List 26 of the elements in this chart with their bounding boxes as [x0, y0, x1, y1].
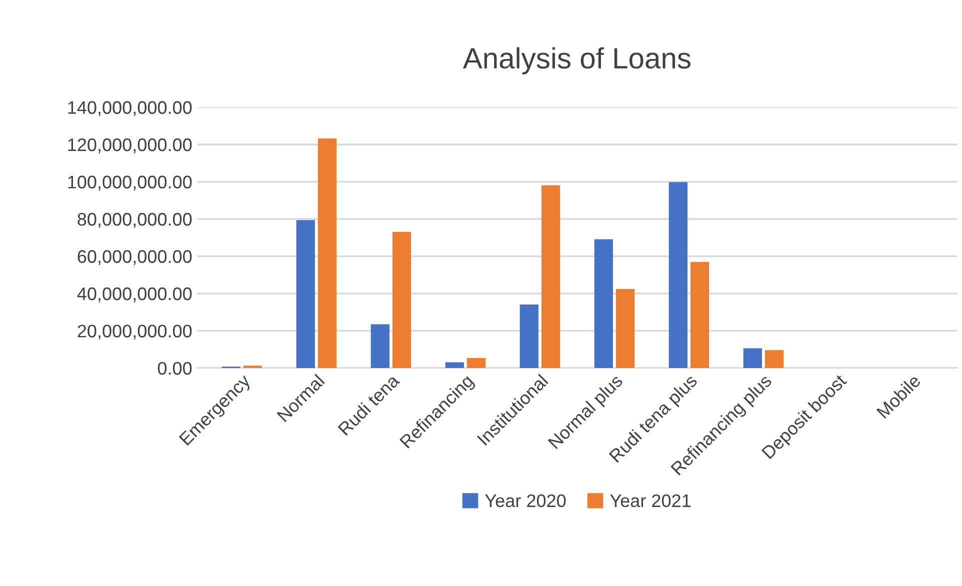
y-tick-label: 120,000,000.00 — [68, 138, 192, 154]
bar — [243, 366, 262, 368]
bar — [318, 138, 337, 368]
bar — [764, 350, 784, 368]
bar — [743, 348, 762, 368]
bar — [296, 220, 315, 368]
y-tick-label: 60,000,000.00 — [78, 250, 192, 266]
legend-label: Year 2021 — [610, 494, 690, 508]
bar — [616, 289, 635, 368]
y-tick-label: 100,000,000.00 — [68, 176, 192, 191]
bar — [392, 232, 412, 368]
bar — [594, 239, 613, 368]
y-tick-label: 80,000,000.00 — [78, 212, 192, 228]
y-tick-label: 20,000,000.00 — [78, 324, 192, 340]
chart-title: Analysis of Loans — [462, 47, 690, 74]
bar — [445, 362, 464, 368]
bar — [541, 185, 560, 368]
bar — [690, 262, 710, 368]
bar — [370, 324, 390, 368]
y-tick-label: 40,000,000.00 — [77, 287, 192, 302]
legend-label: Year 2020 — [485, 494, 566, 508]
bar — [668, 182, 688, 368]
bar — [466, 358, 486, 368]
bar — [520, 304, 538, 368]
y-tick-label: 140,000,000.00 — [68, 101, 192, 116]
y-tick-label: 0.00 — [158, 362, 192, 375]
